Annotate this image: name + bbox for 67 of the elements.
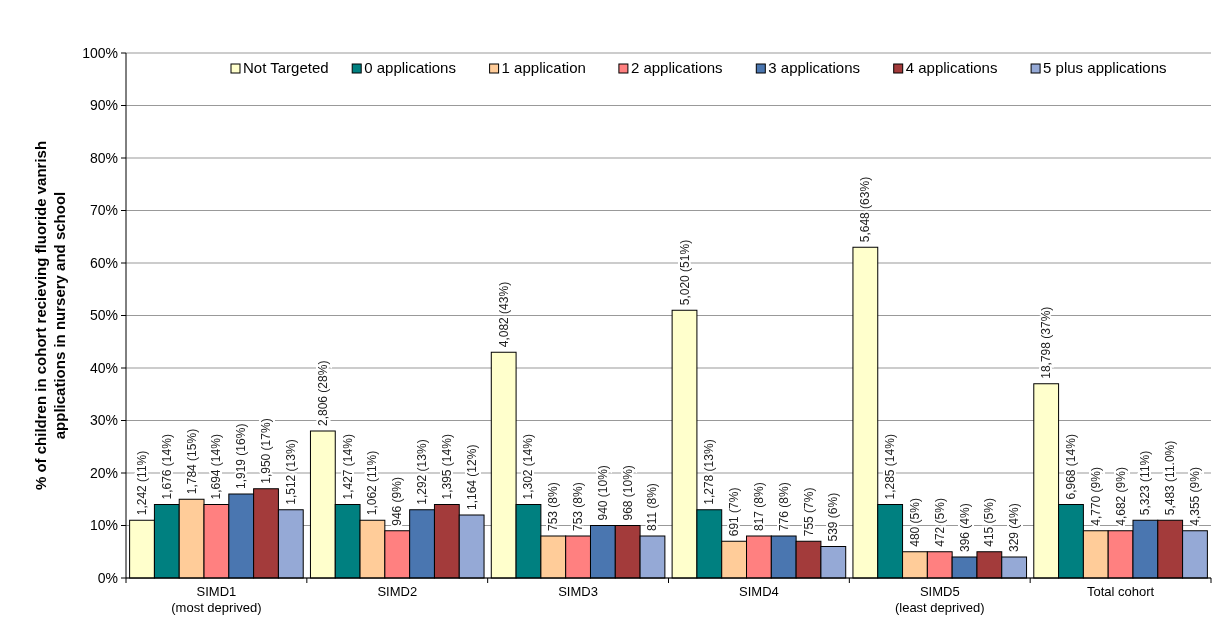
y-tick-label: 100% [82,44,118,61]
legend-label: Not Targeted [243,59,329,76]
data-label: 4,082 (43%) [496,281,511,348]
data-label: 2,806 (28%) [315,360,330,426]
x-tick-label: SIMD3 [558,584,598,599]
y-tick-label: 0% [97,569,118,586]
data-label: 1,784 (15%) [184,428,199,495]
data-label: 817 (8%) [751,482,766,531]
data-label: 755 (7%) [801,487,816,537]
legend-label: 5 plus applications [1043,59,1167,76]
y-tick-label: 50% [89,307,118,324]
data-label: 1,919 (16%) [234,423,249,489]
data-label: 18,798 (37%) [1039,306,1054,379]
data-label: 5,323 (11%) [1138,450,1153,516]
legend-label: 3 applications [768,59,861,76]
data-label: 396 (4%) [957,503,972,552]
data-label: 1,427 (14%) [340,434,355,500]
y-tick-label: 90% [89,97,118,114]
y-tick-label: 30% [89,412,118,429]
legend-label: 2 applications [630,59,723,76]
data-label: 1,292 (13%) [415,439,430,505]
x-tick-label: SIMD5 (least deprived) [894,584,985,615]
data-label: 1,950 (17%) [259,418,274,484]
y-tick-label: 70% [89,202,118,219]
data-label: 6,968 (14%) [1063,434,1078,500]
data-label: 1,242 (11%) [135,450,150,516]
data-label: 1,512 (13%) [283,439,298,505]
data-label: 1,278 (13%) [702,439,717,505]
y-tick-label: 40% [89,359,118,376]
data-label: 539 (6%) [826,492,841,542]
data-label: 1,302 (14%) [521,434,536,500]
x-tick-label: SIMD2 [377,584,418,599]
data-label: 691 (7%) [727,487,742,537]
x-tick-label: SIMD1 (most deprived) [171,584,262,615]
data-label: 1,062 (11%) [365,450,380,516]
data-label: 5,483 (11.0%) [1163,440,1178,516]
data-label: 329 (4%) [1007,503,1022,552]
data-label: 968 (10%) [620,465,635,521]
data-label: 4,682 (9%) [1113,467,1128,526]
data-label: 4,355 (9%) [1187,467,1202,526]
legend-label: 1 application [501,59,586,76]
data-label: 753 (8%) [546,482,561,531]
data-label: 472 (5%) [932,498,947,547]
data-label: 811 (8%) [645,483,660,531]
x-tick-label: Total cohort [1086,584,1155,599]
data-label: 1,694 (14%) [209,434,224,500]
y-tick-label: 60% [89,254,118,271]
data-label: 1,164 (12%) [464,444,479,510]
data-label: 1,285 (14%) [883,434,898,500]
x-tick-label: SIMD4 [739,584,779,599]
y-axis-title: % of children in cohort recieving fluoride vanrish applications in nursery and school [32,140,68,491]
legend-label: 0 applications [364,59,456,76]
data-label: 5,648 (63%) [858,176,873,243]
y-tick-label: 20% [89,464,118,481]
y-tick-label: 10% [89,517,118,534]
data-label: 4,770 (9%) [1088,467,1103,526]
data-label: 1,395 (14%) [439,434,454,500]
data-label: 776 (8%) [776,482,791,531]
data-label: 753 (8%) [571,482,586,531]
data-label: 5,020 (51%) [677,239,692,306]
data-label: 415 (5%) [982,498,997,547]
data-label: 480 (5%) [907,498,922,547]
y-tick-label: 80% [89,149,118,166]
data-label: 1,676 (14%) [159,434,174,500]
legend-label: 4 applications [905,59,998,76]
data-label: 946 (9%) [390,477,405,526]
data-label: 940 (10%) [595,465,610,521]
